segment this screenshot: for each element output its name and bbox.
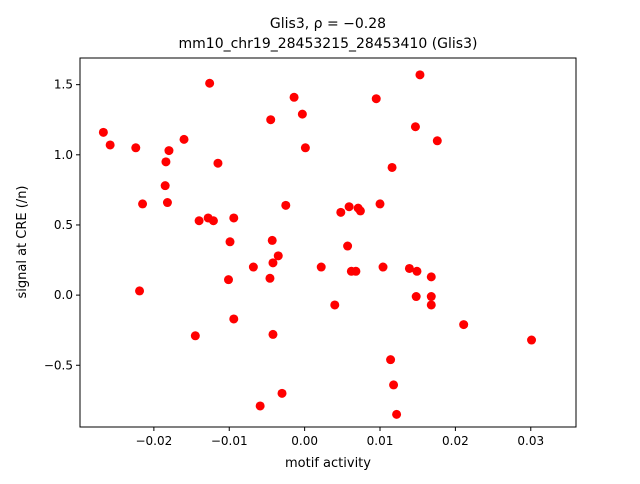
data-point — [389, 380, 399, 390]
data-point — [277, 388, 287, 398]
x-tick-label: 0.01 — [367, 434, 394, 448]
data-point — [432, 136, 442, 146]
data-point — [135, 286, 145, 296]
data-point — [411, 292, 421, 302]
y-axis-ticks: −0.5 0.0 0.5 1.0 1.5 — [44, 78, 80, 372]
data-point — [208, 216, 218, 226]
data-point — [268, 258, 278, 268]
data-point — [375, 199, 385, 209]
data-point — [255, 401, 265, 411]
data-point — [160, 181, 170, 191]
data-point — [344, 202, 354, 212]
data-point — [229, 314, 239, 324]
data-point — [412, 266, 422, 276]
y-tick-label: −0.5 — [44, 358, 73, 372]
data-point — [415, 70, 425, 80]
data-points — [98, 70, 537, 419]
data-point — [131, 143, 141, 153]
data-point — [281, 200, 291, 210]
data-point — [266, 115, 276, 125]
data-point — [297, 109, 307, 119]
data-point — [392, 409, 402, 419]
data-point — [426, 272, 436, 282]
data-point — [410, 122, 420, 132]
y-tick-label: 1.5 — [54, 78, 73, 92]
data-point — [300, 143, 310, 153]
data-point — [355, 206, 365, 216]
x-tick-label: 0.00 — [291, 434, 318, 448]
data-point — [224, 275, 233, 285]
data-point — [426, 292, 436, 302]
data-point — [330, 300, 340, 310]
x-tick-label: −0.02 — [135, 434, 172, 448]
data-point — [351, 266, 361, 276]
data-point — [105, 140, 115, 150]
x-tick-label: 0.02 — [442, 434, 469, 448]
data-point — [289, 92, 299, 102]
data-point — [268, 329, 278, 339]
data-point — [162, 198, 172, 208]
data-point — [527, 335, 537, 345]
data-point — [164, 146, 174, 156]
data-point — [343, 241, 353, 251]
data-point — [378, 262, 388, 272]
data-point — [194, 216, 204, 226]
chart-title-line2: mm10_chr19_28453215_28453410 (Glis3) — [179, 36, 478, 52]
y-axis-label: signal at CRE (/n) — [15, 185, 30, 298]
data-point — [248, 262, 258, 272]
data-point — [316, 262, 326, 272]
plot-area-frame — [79, 57, 577, 428]
x-axis-ticks: −0.02 −0.01 0.00 0.01 0.02 0.03 — [135, 427, 544, 448]
data-point — [336, 207, 346, 217]
data-point — [459, 320, 469, 330]
data-point — [386, 355, 396, 365]
data-point — [265, 273, 275, 283]
x-tick-label: 0.03 — [517, 434, 544, 448]
data-point — [190, 331, 200, 341]
data-point — [213, 158, 223, 168]
y-tick-label: 1.0 — [54, 148, 73, 162]
data-point — [138, 199, 148, 209]
x-axis-label: motif activity — [285, 456, 371, 471]
data-point — [273, 251, 283, 261]
data-point — [267, 235, 277, 245]
data-point — [179, 134, 189, 144]
data-point — [225, 237, 235, 247]
y-tick-label: 0.0 — [54, 288, 73, 302]
data-point — [371, 94, 381, 104]
data-point — [205, 78, 215, 88]
data-point — [426, 300, 436, 310]
data-point — [98, 127, 108, 137]
data-point — [387, 162, 397, 172]
y-tick-label: 0.5 — [54, 218, 73, 232]
chart-title-line1: Glis3, ρ = −0.28 — [270, 16, 386, 32]
x-tick-label: −0.01 — [211, 434, 248, 448]
data-point — [229, 213, 239, 223]
data-point — [161, 157, 171, 167]
data-point — [404, 263, 414, 273]
